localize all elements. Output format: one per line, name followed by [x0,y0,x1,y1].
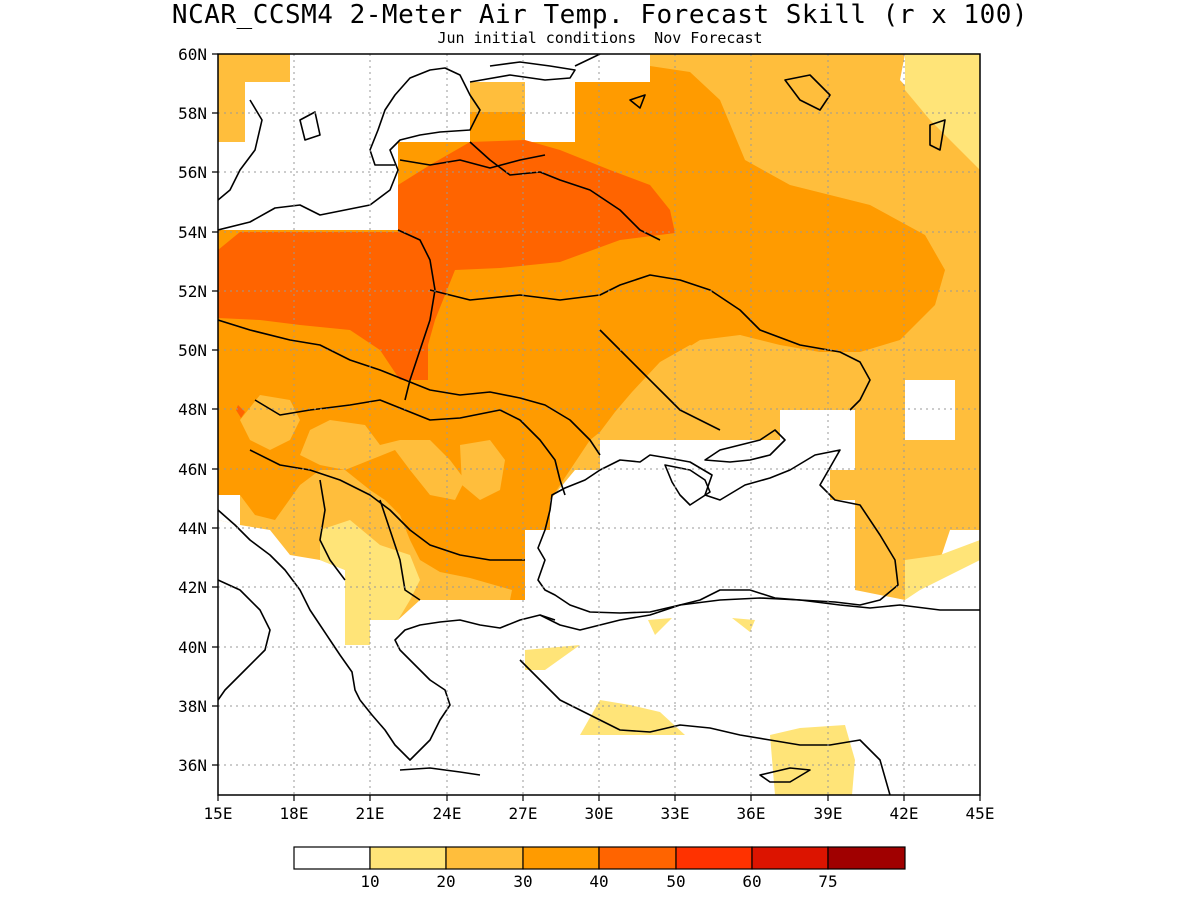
italy-coast [218,579,271,701]
lon-tick-label: 30E [585,804,614,823]
colorbar-label: 10 [360,872,379,891]
colorbar-label: 50 [666,872,685,891]
anatolia-south-coast [519,659,891,795]
colorbar: 10 20 30 40 50 60 75 [293,846,906,891]
lat-tick-label: 36N [178,756,207,775]
colorbar-label: 40 [589,872,608,891]
lat-tick-label: 40N [178,638,207,657]
colorbar-swatch [827,846,906,870]
country-border [379,499,421,601]
country-border [249,449,525,561]
skill-region-10-20 [770,725,855,795]
lon-tick-label: 18E [280,804,309,823]
lon-tick-label: 45E [966,804,995,823]
lake-shore [784,74,831,111]
country-border [397,229,436,401]
colorbar-label: 30 [513,872,532,891]
coastlines-and-borders [218,54,980,795]
skill-shading [218,54,980,795]
lat-tick-label: 48N [178,400,207,419]
tick-marks [212,53,981,801]
lon-tick-label: 15E [204,804,233,823]
skill-region-20-30 [300,420,465,500]
lat-tick-label: 44N [178,519,207,538]
cyprus-coast [759,767,811,783]
skill-region-10-20 [648,618,672,635]
colorbar-swatch [522,846,600,870]
lon-tick-label: 36E [737,804,766,823]
lat-tick-label: 58N [178,104,207,123]
skill-region-10-20 [580,700,685,735]
colorbar-swatch [675,846,753,870]
adriatic-coast [218,509,361,701]
colorbar-swatch [751,846,829,870]
colorbar-label: 75 [818,872,837,891]
country-border [254,399,501,421]
country-border [319,479,346,581]
lake-shore [929,119,946,151]
crimea-coast [664,464,711,506]
lat-tick-label: 38N [178,697,207,716]
lon-tick-label: 24E [433,804,462,823]
lat-tick-label: 56N [178,163,207,182]
lat-tick-label: 50N [178,341,207,360]
lat-tick-labels: 60N 58N 56N 54N 52N 50N 48N 46N 44N 42N … [178,45,207,775]
country-border [429,274,871,411]
country-border [218,319,601,456]
country-border [399,154,546,169]
azov-sea-coast [704,429,786,463]
lat-tick-label: 42N [178,578,207,597]
lon-tick-label: 39E [814,804,843,823]
skill-region-10-20 [905,54,980,170]
country-border [499,409,566,496]
colorbar-swatch [598,846,677,870]
mask-below-threshold [905,380,955,440]
crete-coast [399,767,481,776]
lon-tick-labels: 15E 18E 21E 24E 27E 30E 33E 36E 39E 42E … [204,804,995,823]
baltic-coast [218,67,481,231]
lat-tick-label: 46N [178,460,207,479]
colorbar-label: 60 [742,872,761,891]
lake-shore [574,54,646,109]
lon-tick-label: 27E [509,804,538,823]
country-border [469,141,661,241]
lat-tick-label: 60N [178,45,207,64]
skill-region-10-20 [525,645,580,670]
colorbar-swatch [293,846,371,870]
lon-tick-label: 21E [356,804,385,823]
colorbar-label: 20 [436,872,455,891]
skill-region-20-30 [460,440,505,500]
lat-tick-label: 52N [178,282,207,301]
lon-tick-label: 33E [661,804,690,823]
scandinavia-coast [218,99,263,201]
skill-region-20-30 [218,54,290,142]
lat-tick-label: 54N [178,223,207,242]
anatolia-coast [539,597,980,631]
plot-title: NCAR_CCSM4 2-Meter Air Temp. Forecast Sk… [171,0,1029,30]
skill-region-10-20 [732,618,755,632]
gotland [299,111,321,141]
skill-region-40-50 [236,405,245,418]
lon-tick-label: 42E [890,804,919,823]
greece-coast [359,614,556,761]
black-sea-coast [537,449,899,614]
mask-below-threshold [218,495,240,525]
colorbar-swatch [369,846,447,870]
skill-region-20-30 [660,335,780,395]
skill-region-10-20 [905,540,980,600]
gulf-finland-coast [469,61,576,83]
colorbar-swatch [445,846,524,870]
plot-subtitle: Jun initial conditions Nov Forecast [437,29,763,47]
